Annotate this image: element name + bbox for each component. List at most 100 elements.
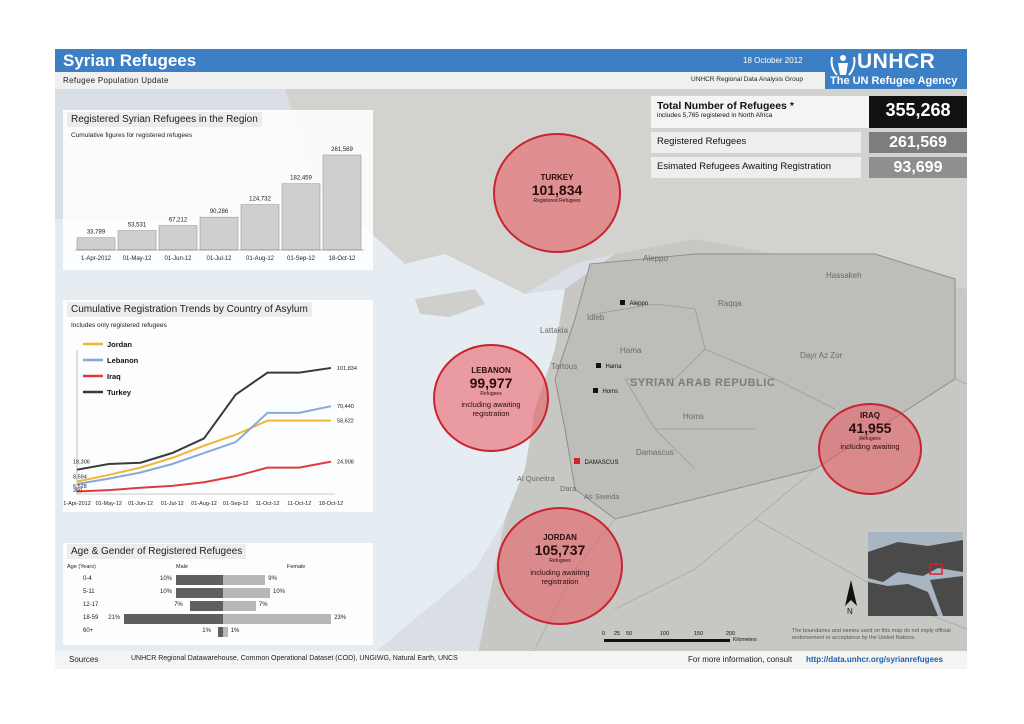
footer-bar: Sources UNHCR Regional Datawarehouse, Co… (55, 651, 967, 669)
label-dayr-az-zor: Dayr Az Zor (800, 351, 843, 360)
scale-tick-label: 150 (694, 631, 704, 637)
page-title: Syrian Refugees (63, 51, 197, 70)
bubble-sub: Refugees (549, 558, 571, 564)
label-damascus-region: Damascus (636, 448, 674, 457)
age-row: 18-59 21% 23% (63, 614, 373, 625)
bar (117, 230, 157, 251)
age-label: 18-59 (83, 615, 99, 621)
series-line-lebanon (76, 405, 332, 486)
female-percent: 9% (268, 576, 277, 582)
bar (322, 154, 362, 251)
scale-unit: Kilometers (733, 637, 757, 643)
label-idleb: Idleb (587, 313, 605, 322)
female-percent: 1% (230, 628, 240, 634)
female-percent: 7% (258, 602, 268, 608)
bubble-sub: Refugees (859, 436, 881, 442)
male-bar (218, 627, 223, 637)
bubble-country: JORDAN (543, 533, 577, 542)
city-label: Hama (605, 364, 622, 370)
bubble-lebanon: LEBANON 99,977 Refugees including awaiti… (433, 344, 549, 452)
age-label: 0-4 (83, 576, 92, 582)
label-lattakia: Lattakia (540, 326, 569, 335)
north-arrow-icon (845, 580, 857, 606)
legend-label: Jordan (107, 340, 132, 349)
line-category-label: 01-Jun-12 (128, 501, 153, 507)
legend-label: Turkey (107, 388, 132, 397)
cumulative-subtitle: Cumulative figures for registered refuge… (71, 132, 193, 139)
scale-tick-label: 25 (614, 631, 621, 637)
male-bar (176, 575, 223, 585)
age-label: 60+ (83, 628, 94, 634)
age-row: 5-11 10% 10% (63, 588, 373, 599)
bubble-jordan: JORDAN 105,737 Refugees including awaiti… (497, 507, 623, 625)
unhcr-logo: UNHCR The UN Refugee Agency (825, 49, 967, 89)
bubble-country: IRAQ (860, 411, 880, 420)
age-gender-panel: Age & Gender of Registered Refugees Age … (63, 543, 373, 645)
series-end-label: 24,908 (337, 460, 354, 466)
awaiting-label: Esimated Refugees Awaiting Registration (651, 157, 861, 178)
total-label: Total Number of Refugees * (657, 100, 794, 112)
legend-label: Iraq (107, 372, 121, 381)
sources-text: UNHCR Regional Datawarehouse, Common Ope… (131, 655, 458, 662)
bar-category-label: 01-Aug-12 (246, 256, 275, 262)
female-bar (223, 588, 270, 598)
data-portal-link[interactable]: http://data.unhcr.org/syrianrefugees (806, 655, 943, 664)
age-row: 0-4 10% 9% (63, 575, 373, 586)
bar-category-label: 01-Jun-12 (164, 256, 192, 262)
inset-map (868, 532, 963, 616)
city-label: Aleppo (629, 301, 649, 307)
series-start-label: 6,528 (73, 484, 87, 490)
bubble-sub: Registered Refugees (533, 198, 581, 204)
male-percent: 7% (174, 602, 183, 608)
city-marker (596, 363, 601, 368)
city-marker (574, 458, 580, 464)
north-arrow: N (843, 580, 859, 618)
unit-name: UNHCR Regional Data Analysis Group (691, 76, 803, 83)
female-bar (223, 614, 332, 624)
subheader-bar: Refugee Population Update UNHCR Regional… (55, 72, 825, 89)
line-category-label: 11-Oct-12 (255, 501, 279, 507)
trends-subtitle: Includes only registered refugees (71, 322, 167, 329)
bar-value-label: 33,789 (87, 230, 106, 236)
female-percent: 23% (334, 615, 347, 621)
city-label: Homs (602, 389, 619, 395)
age-title: Age & Gender of Registered Refugees (67, 544, 247, 559)
city-hama: Hama (596, 355, 621, 373)
line-category-label: 11-Oct-12 (287, 501, 311, 507)
label-tartous: Tartous (551, 362, 578, 371)
north-label: N (847, 607, 853, 616)
male-header: Male (176, 564, 188, 570)
header-date: 18 October 2012 (743, 56, 803, 65)
laurel-person-icon (830, 55, 856, 76)
bar (158, 225, 198, 251)
bubble-sub: Refugees (480, 391, 502, 397)
city-damascus: DAMASCUS (574, 451, 618, 469)
line-category-label: 1-Apr-2012 (63, 501, 91, 507)
bubble-country: TURKEY (540, 173, 574, 182)
female-bar (223, 601, 256, 611)
scale-tick-label: 50 (626, 631, 633, 637)
header-bar: Syrian Refugees 18 October 2012 (55, 49, 967, 72)
cumulative-chart-panel: Registered Syrian Refugees in the Region… (63, 110, 373, 270)
age-row: 12-17 7% 7% (63, 601, 373, 612)
label-country: SYRIAN ARAB REPUBLIC (630, 377, 776, 389)
bar-chart: 33,789 1-Apr-2012 53,531 01-May-12 67,212 01-… (75, 147, 364, 262)
syria-territory (554, 253, 956, 520)
bubble-value: 99,977 (469, 375, 513, 391)
total-label-block: Total Number of Refugees * includes 5,76… (651, 96, 861, 128)
male-bar (190, 601, 223, 611)
bar (240, 204, 280, 251)
line-category-label: 01-May-12 (96, 501, 122, 507)
bar-category-label: 01-Sep-12 (287, 256, 316, 262)
female-percent: 10% (273, 589, 286, 595)
female-header: Female (287, 564, 306, 570)
total-note: includes 5,765 registered in North Afric… (657, 112, 773, 119)
line-category-label: 18-Oct-12 (319, 501, 343, 507)
awaiting-value: 93,699 (869, 157, 967, 178)
scale-bar-line (604, 639, 730, 642)
bar-value-label: 261,569 (331, 147, 353, 153)
bar (76, 237, 116, 251)
series-start-label: 18,306 (73, 460, 90, 466)
line-category-label: 01-Sep-12 (223, 501, 249, 507)
registered-value: 261,569 (869, 132, 967, 153)
